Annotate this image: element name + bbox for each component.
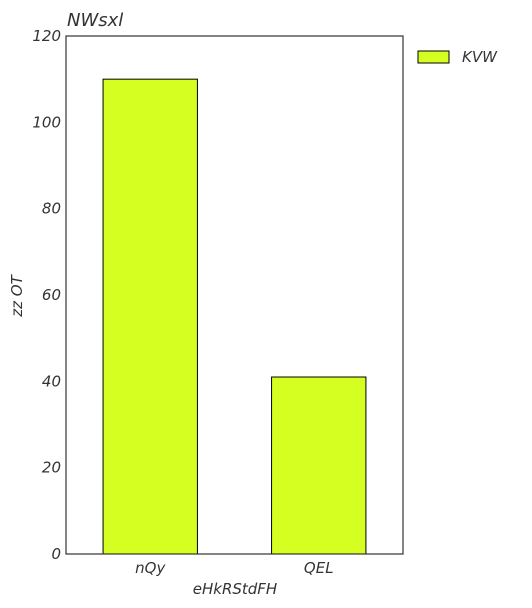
legend: KVW [417, 48, 498, 66]
x-axis-label: eHkRStdFH [193, 580, 277, 598]
chart-title: NWsxl [67, 10, 123, 31]
legend-swatch [417, 50, 450, 64]
y-tick-label: 100 [32, 113, 61, 131]
y-tick-label: 60 [42, 286, 61, 304]
bar-nqy [102, 78, 198, 555]
y-tick-label: 20 [42, 459, 61, 477]
x-tick-label: QEL [304, 559, 334, 577]
y-axis-label: zz OT [8, 273, 26, 317]
y-tick-label: 120 [32, 27, 61, 45]
y-axis-ticks: 0 20 40 60 80 100 120 [32, 27, 61, 563]
y-tick-label: 80 [42, 200, 61, 218]
plot-frame [65, 35, 404, 555]
bar-qel [271, 376, 367, 555]
bars [102, 78, 367, 555]
x-axis-ticks: nQy QEL [135, 559, 333, 577]
y-tick-label: 0 [51, 545, 61, 563]
x-tick-label: nQy [135, 559, 166, 577]
legend-label: KVW [462, 48, 498, 66]
y-tick-label: 40 [42, 372, 61, 390]
